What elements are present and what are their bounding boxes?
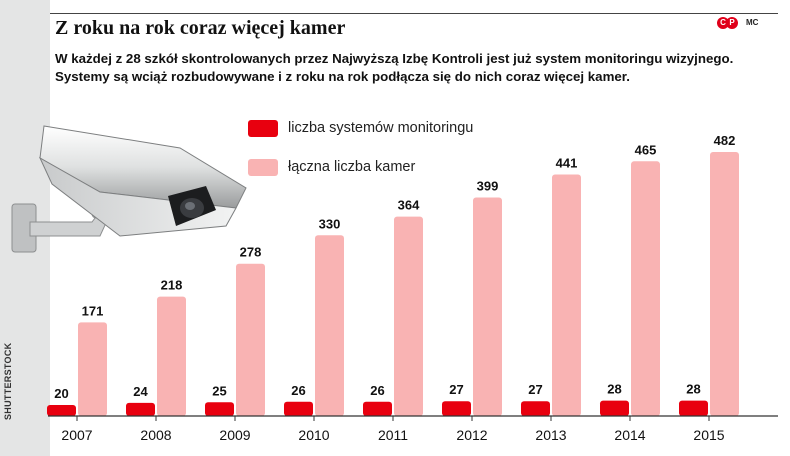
x-tick-label-2009: 2009	[219, 427, 250, 443]
data-label-systems-2015: 28	[686, 382, 700, 397]
legend-label-systems: liczba systemów monitoringu	[288, 120, 474, 136]
logo-letter-c: C	[720, 18, 726, 27]
data-label-cameras-2013: 441	[556, 155, 578, 170]
x-tick-label-2010: 2010	[298, 427, 329, 443]
author-initials: MC	[746, 18, 759, 27]
x-tick-label-2007: 2007	[61, 427, 92, 443]
data-label-cameras-2015: 482	[714, 133, 736, 148]
legend-swatch-systems	[248, 120, 278, 137]
data-label-cameras-2007: 171	[82, 303, 104, 318]
data-label-systems-2013: 27	[528, 382, 542, 397]
bar-systems-2009	[205, 402, 234, 416]
bar-cameras-2010	[315, 235, 344, 416]
bar-cameras-2009	[236, 263, 265, 416]
bar-systems-2014	[600, 400, 629, 416]
chart-subtitle: W każdej z 28 szkół skontrolowanych prze…	[55, 51, 734, 84]
data-label-cameras-2008: 218	[161, 278, 183, 293]
data-label-cameras-2014: 465	[635, 142, 657, 157]
top-rule	[50, 13, 778, 14]
publisher-logo: C P	[717, 17, 738, 29]
bar-cameras-2015	[710, 152, 739, 416]
legend-label-cameras: łączna liczba kamer	[288, 159, 416, 175]
data-label-systems-2007: 20	[54, 386, 68, 401]
data-label-systems-2014: 28	[607, 382, 621, 397]
legend-swatch-cameras	[248, 159, 278, 176]
x-tick-label-2014: 2014	[614, 427, 645, 443]
data-label-cameras-2010: 330	[319, 216, 341, 231]
data-label-systems-2008: 24	[133, 384, 148, 399]
data-label-systems-2011: 26	[370, 383, 384, 398]
bar-systems-2011	[363, 401, 392, 416]
bar-cameras-2014	[631, 161, 660, 416]
data-label-cameras-2011: 364	[398, 198, 420, 213]
x-tick-label-2013: 2013	[535, 427, 566, 443]
x-tick-label-2012: 2012	[456, 427, 487, 443]
bar-systems-2015	[679, 400, 708, 416]
bar-systems-2012	[442, 401, 471, 416]
data-label-cameras-2012: 399	[477, 178, 499, 193]
data-label-systems-2009: 25	[212, 383, 226, 398]
bar-cameras-2008	[157, 296, 186, 416]
data-label-systems-2012: 27	[449, 382, 463, 397]
x-tick-label-2008: 2008	[140, 427, 171, 443]
data-label-cameras-2009: 278	[240, 245, 262, 260]
logo-letter-p: P	[729, 18, 735, 27]
bar-cameras-2012	[473, 197, 502, 416]
bar-cameras-2007	[78, 322, 107, 416]
x-tick-label-2015: 2015	[693, 427, 724, 443]
bar-systems-2007	[47, 405, 76, 416]
chart-title: Z roku na rok coraz więcej kamer	[55, 17, 346, 39]
bar-systems-2013	[521, 401, 550, 416]
data-label-systems-2010: 26	[291, 383, 305, 398]
bar-systems-2008	[126, 402, 155, 416]
x-tick-label-2011: 2011	[378, 427, 408, 443]
bar-cameras-2013	[552, 174, 581, 416]
security-camera-illustration	[11, 125, 247, 253]
bar-systems-2010	[284, 401, 313, 416]
bar-cameras-2011	[394, 216, 423, 416]
